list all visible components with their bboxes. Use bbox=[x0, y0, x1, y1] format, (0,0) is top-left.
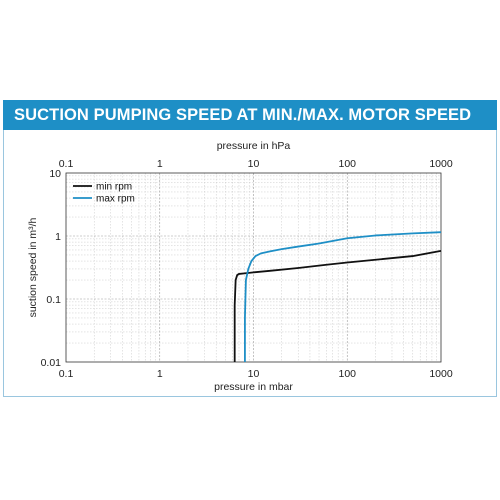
series-line-min-rpm bbox=[233, 250, 442, 362]
x-tick-labels: 0.1 1 10 100 1000 bbox=[59, 368, 453, 380]
x-tick-label: 1 bbox=[157, 368, 163, 380]
y-tick-label: 0.01 bbox=[41, 357, 62, 369]
series-line-max-rpm bbox=[244, 231, 442, 362]
legend-label: min rpm bbox=[96, 182, 132, 193]
x-tick-label: 1000 bbox=[429, 368, 453, 380]
x2-tick-labels: 0.1 1 10 100 1000 bbox=[59, 158, 453, 170]
x2-tick-label: 1000 bbox=[429, 158, 453, 170]
y-tick-label: 1 bbox=[55, 231, 61, 243]
x2-tick-label: 0.1 bbox=[59, 158, 74, 170]
x-axis-label: pressure in mbar bbox=[214, 381, 293, 393]
x-tick-label: 0.1 bbox=[59, 368, 74, 380]
x-tick-label: 10 bbox=[248, 368, 260, 380]
y-tick-label: 10 bbox=[49, 168, 61, 180]
x2-axis-label: pressure in hPa bbox=[217, 140, 291, 152]
x2-tick-label: 1 bbox=[157, 158, 163, 170]
x-tick-label: 100 bbox=[338, 368, 356, 380]
series-lines bbox=[233, 231, 442, 362]
chart-title-banner: SUCTION PUMPING SPEED AT MIN./MAX. MOTOR… bbox=[3, 100, 497, 130]
plot-frame bbox=[65, 172, 442, 363]
y-axis-label: suction speed in m³/h bbox=[27, 217, 39, 317]
y-tick-label: 0.1 bbox=[46, 294, 61, 306]
legend-label: max rpm bbox=[96, 194, 135, 205]
y-tick-labels: 0.01 0.1 1 10 bbox=[41, 168, 62, 369]
x2-tick-label: 100 bbox=[338, 158, 356, 170]
x2-tick-label: 10 bbox=[248, 158, 260, 170]
chart-title: SUCTION PUMPING SPEED AT MIN./MAX. MOTOR… bbox=[14, 106, 472, 124]
